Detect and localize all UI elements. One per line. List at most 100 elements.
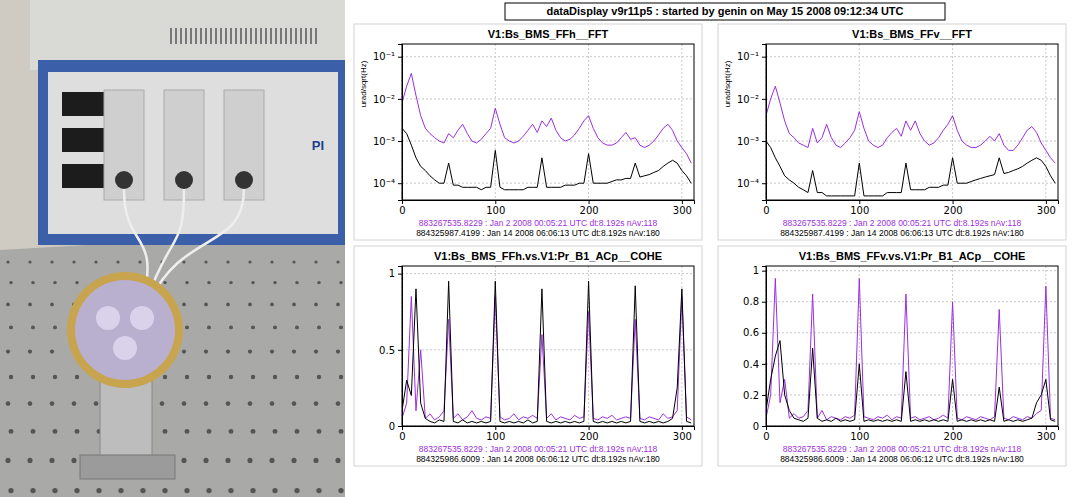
table-hole bbox=[292, 350, 296, 354]
table-hole bbox=[182, 303, 186, 307]
y-tick-mark bbox=[762, 271, 766, 272]
y-tick: 10⁻⁴ bbox=[373, 178, 402, 189]
x-tick: 200 bbox=[944, 200, 963, 216]
mirror bbox=[75, 280, 175, 380]
legend-entry: 884325986.6009 : Jan 14 2008 06:06:12 UT… bbox=[416, 454, 660, 464]
table-hole bbox=[31, 281, 34, 284]
legend-entry: 884325987.4199 : Jan 14 2008 06:06:13 UT… bbox=[780, 228, 1024, 238]
vent-slit bbox=[265, 28, 267, 44]
y-tick-label: 10⁻⁴ bbox=[373, 178, 395, 189]
y-tick-label: 0.2 bbox=[743, 390, 759, 401]
table-hole bbox=[204, 260, 207, 263]
vent-slit bbox=[250, 28, 252, 44]
y-grid-line bbox=[402, 183, 694, 184]
table-hole bbox=[292, 401, 297, 406]
x-axis: 0100200300 bbox=[763, 200, 1058, 216]
table-hole bbox=[28, 350, 32, 354]
table-hole bbox=[184, 488, 189, 493]
table-hole bbox=[295, 281, 298, 284]
table-hole bbox=[204, 401, 209, 406]
table-hole bbox=[248, 303, 252, 307]
y-tick-label: 0 bbox=[389, 421, 395, 432]
table-hole bbox=[295, 429, 300, 434]
header-title: dataDisplay v9r11p5 : started by genin o… bbox=[546, 5, 903, 17]
x-axis: 0100200300 bbox=[399, 426, 694, 442]
table-hole bbox=[339, 375, 343, 379]
table-hole bbox=[31, 429, 36, 434]
x-axis-line bbox=[767, 201, 1059, 205]
x-tick: 300 bbox=[1037, 426, 1056, 442]
legend-entry: 883267535.8229 : Jan 2 2008 00:05:21 UTC… bbox=[783, 444, 1022, 454]
mount-base bbox=[80, 455, 175, 479]
table-hole bbox=[316, 488, 321, 493]
table-hole bbox=[338, 488, 343, 493]
table-hole bbox=[250, 488, 255, 493]
x-grid-line bbox=[1045, 44, 1046, 200]
y-axis: 00.51 bbox=[379, 267, 402, 432]
table-hole bbox=[272, 488, 277, 493]
actuator bbox=[130, 306, 154, 330]
y-tick: 1 bbox=[389, 268, 402, 279]
vent-slit bbox=[295, 28, 297, 44]
plot-frame bbox=[402, 44, 694, 200]
table-hole bbox=[270, 350, 274, 354]
x-grid-line bbox=[859, 44, 860, 200]
vent-slit bbox=[225, 28, 227, 44]
table-hole bbox=[163, 429, 168, 434]
panel-frame bbox=[718, 24, 1066, 240]
vent-slit bbox=[255, 28, 257, 44]
table-hole bbox=[226, 401, 231, 406]
table-hole bbox=[229, 325, 233, 329]
plot-frame bbox=[402, 266, 694, 426]
table-hole bbox=[273, 325, 277, 329]
x-tick-mark bbox=[495, 426, 496, 430]
table-hole bbox=[270, 401, 275, 406]
x-tick-mark bbox=[589, 200, 590, 204]
panel: 010020030000.20.40.60.81V1:Bs_BMS_FFv.vs… bbox=[718, 246, 1066, 466]
table-hole bbox=[270, 303, 274, 307]
y-tick-mark bbox=[398, 183, 402, 184]
x-axis: 0100200300 bbox=[763, 426, 1058, 442]
legend: 883267535.8229 : Jan 2 2008 00:05:21 UTC… bbox=[416, 444, 660, 464]
table-hole bbox=[162, 488, 167, 493]
table-hole bbox=[251, 375, 255, 379]
x-tick-label: 300 bbox=[1037, 205, 1056, 216]
vent-slit bbox=[200, 28, 202, 44]
table-hole bbox=[204, 303, 208, 307]
display bbox=[62, 128, 110, 152]
table-hole bbox=[8, 488, 13, 493]
mirror-ring bbox=[67, 272, 183, 388]
legend-entry: 884325986.6009 : Jan 14 2008 06:06:12 UT… bbox=[780, 454, 1024, 464]
panel-frame bbox=[354, 246, 702, 466]
x-tick: 0 bbox=[763, 200, 769, 216]
table-hole bbox=[203, 458, 208, 463]
y-tick-label: 1 bbox=[389, 268, 395, 279]
table-hole bbox=[291, 458, 296, 463]
table-hole bbox=[182, 401, 187, 406]
y-tick-mark bbox=[762, 183, 766, 184]
table-hole bbox=[94, 401, 99, 406]
vent-slit bbox=[260, 28, 262, 44]
logo: PI bbox=[312, 138, 324, 153]
table-hole bbox=[96, 488, 101, 493]
table-hole bbox=[6, 401, 11, 406]
x-tick-label: 0 bbox=[763, 205, 769, 216]
x-tick-label: 200 bbox=[944, 205, 963, 216]
y-axis: 00.20.40.60.81 bbox=[743, 265, 766, 431]
table-hole bbox=[185, 375, 189, 379]
table-hole bbox=[9, 281, 12, 284]
y-tick: 0.4 bbox=[743, 359, 766, 370]
x-tick: 200 bbox=[580, 200, 599, 216]
table-hole bbox=[116, 260, 119, 263]
x-tick-mark bbox=[953, 426, 954, 430]
y-tick-mark bbox=[762, 364, 766, 365]
table-hole bbox=[27, 458, 32, 463]
plot-frame bbox=[766, 266, 1058, 426]
vent-slit bbox=[175, 28, 177, 44]
instrument-frame bbox=[38, 60, 345, 245]
table-hole bbox=[251, 429, 256, 434]
table-hole bbox=[182, 260, 185, 263]
table-hole bbox=[295, 325, 299, 329]
display bbox=[62, 164, 110, 188]
vent-slit bbox=[280, 28, 282, 44]
